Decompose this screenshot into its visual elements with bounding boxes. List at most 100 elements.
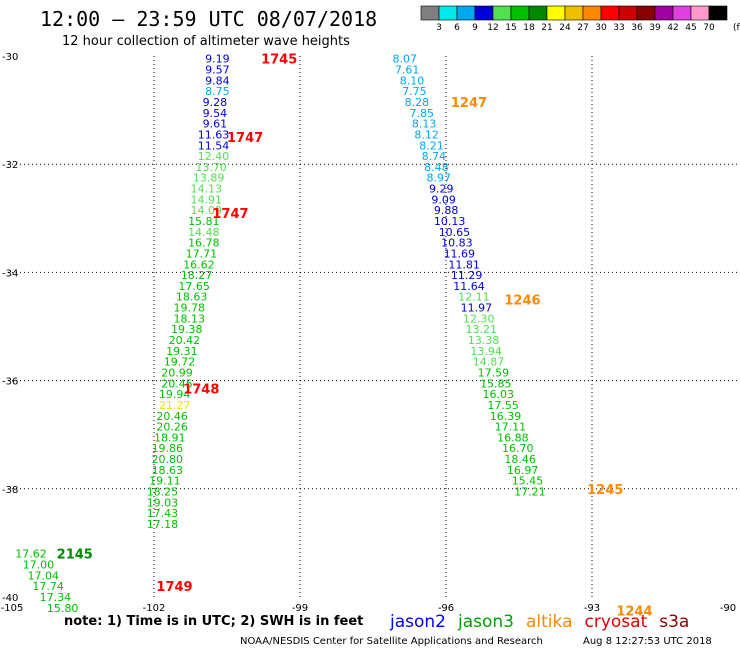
wave-height-value: 13.89 <box>193 172 225 185</box>
legend-label: 3 <box>436 23 442 33</box>
wave-height-value: 9.54 <box>203 107 228 120</box>
wave-height-value: 17.00 <box>23 559 54 572</box>
wave-height-value: 10.83 <box>441 237 473 250</box>
wave-height-value: 11.69 <box>444 247 476 260</box>
wave-height-value: 13.94 <box>470 345 502 358</box>
wave-height-value: 17.55 <box>487 399 519 412</box>
wave-height-value: 20.99 <box>161 366 193 379</box>
wave-height-value: 9.09 <box>431 193 456 206</box>
wave-height-value: 8.48 <box>424 161 449 174</box>
wave-height-value: 11.81 <box>448 258 480 271</box>
y-tick-label: -38 <box>2 485 18 496</box>
wave-height-value: 16.39 <box>490 410 522 423</box>
wave-height-value: 14.48 <box>188 226 220 239</box>
wave-height-value: 14.87 <box>473 356 505 369</box>
wave-height-value: 18.63 <box>152 464 184 477</box>
legend-swatch <box>474 5 494 21</box>
legend-label: 9 <box>472 23 478 33</box>
wave-height-value: 17.43 <box>147 507 179 520</box>
wave-height-value: 11.97 <box>461 302 493 315</box>
legend-swatch <box>672 5 692 21</box>
wave-height-value: 15.45 <box>512 475 544 488</box>
legend-swatch <box>492 5 512 21</box>
time-label: 1246 <box>504 293 540 308</box>
legend-label: 6 <box>454 23 460 33</box>
satellite-legend-s3a: s3a <box>659 612 689 632</box>
footer-timestamp: Aug 8 12:27:53 UTC 2018 <box>583 636 712 647</box>
legend-label: 36 <box>631 23 643 33</box>
wave-height-value: 20.80 <box>152 453 184 466</box>
y-tick-label: -34 <box>2 268 18 279</box>
time-label: 1748 <box>183 383 219 398</box>
legend-swatch <box>420 5 440 21</box>
data-points: 9.199.579.848.759.289.549.6111.6311.5412… <box>15 53 545 615</box>
wave-height-value: 15.80 <box>47 602 79 615</box>
wave-height-value: 17.34 <box>40 591 71 604</box>
wave-height-value: 7.61 <box>395 64 420 77</box>
wave-height-value: 11.29 <box>451 269 483 282</box>
wave-height-value: 18.27 <box>181 269 213 282</box>
wave-height-value: 19.86 <box>152 442 184 455</box>
legend-label: 33 <box>613 23 624 33</box>
legend-label: 70 <box>703 23 715 33</box>
legend-unit: (ft) <box>733 23 740 33</box>
x-tick-label: -105 <box>1 603 24 614</box>
wave-height-value: 17.59 <box>478 366 510 379</box>
wave-height-value: 17.71 <box>186 247 218 260</box>
wave-height-value: 12.40 <box>198 150 230 163</box>
legend-swatch <box>654 5 674 21</box>
legend-swatch <box>708 5 728 21</box>
wave-height-value: 16.03 <box>483 388 515 401</box>
wave-height-value: 8.10 <box>400 74 425 87</box>
wave-height-value: 9.57 <box>205 64 230 77</box>
wave-height-value: 18.46 <box>504 453 536 466</box>
legend-swatch <box>456 5 476 21</box>
wave-height-value: 8.07 <box>392 53 417 66</box>
satellite-legend-jason3: jason3 <box>457 612 514 632</box>
legend-label: 42 <box>667 23 678 33</box>
y-tick-label: -32 <box>2 160 18 171</box>
wave-height-value: 18.25 <box>147 486 179 499</box>
wave-height-value: 11.64 <box>453 280 485 293</box>
satellite-legend-altika: altika <box>526 612 573 632</box>
wave-height-value: 12.30 <box>463 312 495 325</box>
wave-height-value: 8.74 <box>422 150 447 163</box>
time-label: 1747 <box>212 207 248 222</box>
wave-height-value: 9.84 <box>205 74 230 87</box>
legend-label: 24 <box>559 23 571 33</box>
wave-height-value: 19.31 <box>166 345 198 358</box>
x-tick-label: -102 <box>143 603 166 614</box>
legend-swatch <box>546 5 566 21</box>
wave-height-value: 16.78 <box>188 237 220 250</box>
wave-height-value: 16.62 <box>183 258 215 271</box>
wave-height-value: 18.63 <box>176 291 208 304</box>
wave-height-value: 9.61 <box>203 118 228 131</box>
legend-label: 18 <box>523 23 535 33</box>
time-labels: 1745 1747 1747 1748 1749 2145 1247 1246 1245 1244 <box>57 53 653 620</box>
wave-height-value: 16.88 <box>497 431 528 444</box>
wave-height-value: 10.65 <box>439 226 471 239</box>
wave-height-value: 14.13 <box>191 183 223 196</box>
wave-height-value: 9.29 <box>429 183 454 196</box>
legend-label: 30 <box>595 23 607 33</box>
wave-height-value: 13.70 <box>195 161 227 174</box>
time-label: 2145 <box>57 548 93 563</box>
wave-height-value: 13.21 <box>465 323 497 336</box>
legend-swatch <box>600 5 620 21</box>
legend-label: 39 <box>649 23 661 33</box>
satellite-legend-cryosat: cryosat <box>585 612 648 632</box>
wave-height-value: 13.38 <box>468 334 500 347</box>
wave-height-value: 8.97 <box>427 172 452 185</box>
wave-height-value: 18.13 <box>173 312 205 325</box>
x-tick-label: -99 <box>292 603 308 614</box>
wave-height-value: 17.11 <box>495 421 526 434</box>
wave-height-value: 20.26 <box>156 421 188 434</box>
wave-height-value: 8.75 <box>205 85 230 98</box>
wave-height-value: 20.45 <box>161 377 193 390</box>
legend-label: 27 <box>577 23 588 33</box>
footer-note: note: 1) Time is in UTC; 2) SWH is in fe… <box>64 614 363 629</box>
grid <box>8 56 738 597</box>
wave-height-value: 8.28 <box>405 96 430 109</box>
